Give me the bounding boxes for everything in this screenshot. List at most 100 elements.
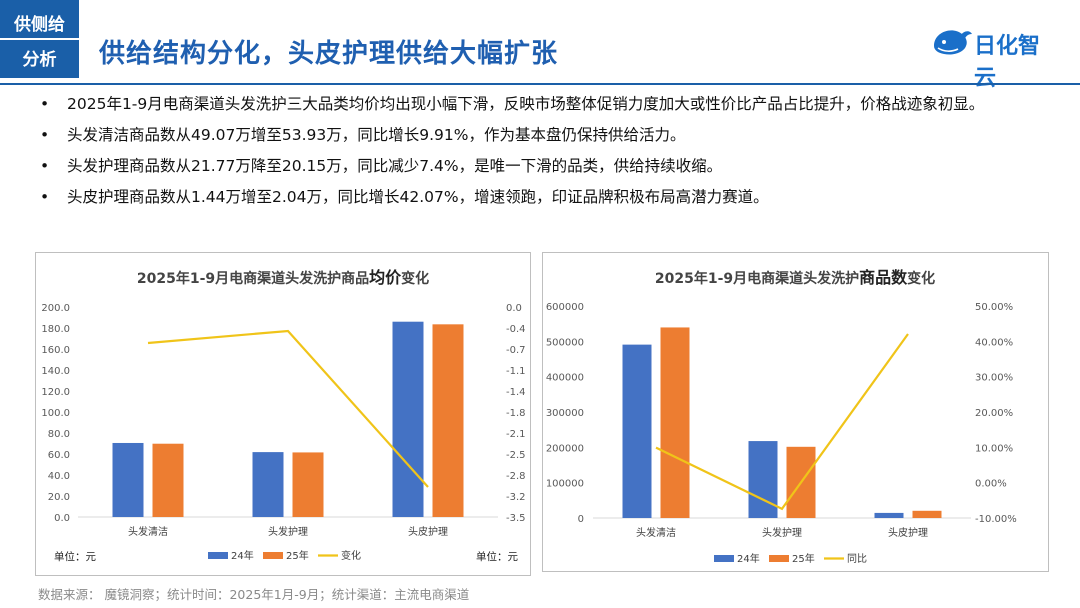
bullet-text: 头发护理商品数从21.77万降至20.15万，同比减少7.4%，是唯一下滑的品类… — [67, 157, 723, 175]
legend-label: 变化 — [341, 549, 361, 562]
right-axis-tick-label: 50.00% — [975, 302, 1013, 313]
left-axis-tick-label: 140.0 — [41, 366, 70, 377]
count-chart: 2025年1-9月电商渠道头发洗护商品数变化 0 100000 200000 30000… — [542, 252, 1049, 572]
unit-label-right: 单位：元 — [476, 550, 518, 563]
bullet-dot: • — [40, 95, 50, 113]
right-axis-tick-label: -1.1 — [506, 366, 526, 377]
category-label: 头皮护理 — [888, 526, 928, 539]
header-divider — [0, 83, 1080, 85]
chart-title: 2025年1-9月电商渠道头发洗护商品数变化 — [655, 268, 935, 287]
right-axis-tick-label: -3.5 — [506, 513, 526, 524]
left-axis-tick-label: 500000 — [546, 337, 584, 348]
chart-title: 2025年1-9月电商渠道头发洗护商品均价变化 — [137, 268, 429, 287]
category-label: 头发护理 — [762, 526, 802, 539]
chart-title-emphasis: 商品数 — [859, 268, 908, 287]
right-axis-tick-label: 20.00% — [975, 408, 1013, 419]
left-axis-tick-label: 100.0 — [41, 408, 70, 419]
section-tag-line2: 分析 — [22, 50, 57, 70]
bar-24年 — [874, 512, 904, 518]
right-axis-tick-label: 40.00% — [975, 337, 1013, 348]
line-series-变化 — [147, 329, 429, 488]
bullet-dot: • — [40, 126, 50, 144]
bullet-item: • 头发清洁商品数从49.07万增至53.93万，同比增长9.91%，作为基本盘仍… — [40, 121, 1060, 149]
legend-swatch — [263, 552, 283, 559]
right-axis-tick-label: 10.00% — [975, 443, 1013, 454]
whale-icon — [934, 30, 972, 55]
right-axis-tick-label: -1.8 — [506, 408, 526, 419]
right-axis-tick-label: -1.4 — [506, 387, 526, 398]
chart-title-part: 2025年1-9月电商渠道头发洗护 — [655, 270, 859, 287]
bar-25年 — [432, 324, 464, 517]
left-axis-tick-label: 400000 — [546, 373, 584, 384]
legend-label: 25年 — [286, 549, 309, 562]
chart-title-part: 变化 — [907, 270, 935, 287]
unit-label-left: 单位：元 — [54, 550, 96, 563]
right-axis-tick-label: -2.5 — [506, 450, 526, 461]
left-axis-tick-label: 0.0 — [54, 513, 70, 524]
category-label: 头皮护理 — [408, 525, 448, 538]
bullet-text: 头发清洁商品数从49.07万增至53.93万，同比增长9.91%，作为基本盘仍保… — [67, 126, 686, 144]
section-tag-separator — [0, 38, 79, 40]
bar-24年 — [112, 442, 144, 517]
right-axis-tick-label: -2.1 — [506, 429, 526, 440]
page-title: 供给结构分化，头皮护理供给大幅扩张 — [99, 39, 559, 69]
category-label: 头发清洁 — [636, 526, 676, 539]
left-axis-tick-label: 300000 — [546, 408, 584, 419]
right-axis-tick-label: -3.2 — [506, 492, 526, 503]
legend-label: 25年 — [792, 552, 815, 565]
bullet-item: • 2025年1-9月电商渠道头发洗护三大品类均价均出现小幅下滑，反映市场整体促销… — [40, 90, 1060, 118]
legend-label: 24年 — [231, 549, 254, 562]
count-chart-svg: 2025年1-9月电商渠道头发洗护商品数变化 0 100000 200000 30000… — [546, 268, 1017, 565]
bullet-text: 2025年1-9月电商渠道头发洗护三大品类均价均出现小幅下滑，反映市场整体促销力… — [67, 95, 985, 113]
bar-24年 — [622, 344, 652, 518]
price-chart: 2025年1-9月电商渠道头发洗护商品均价变化 0.0 20.0 40.0 60.0 80… — [35, 252, 531, 576]
bar-25年 — [660, 327, 690, 518]
legend-swatch — [714, 555, 734, 562]
bar-24年 — [748, 441, 778, 518]
left-axis-tick-label: 180.0 — [41, 324, 70, 335]
right-axis-tick-label: 0.0 — [506, 303, 522, 314]
bar-24年 — [252, 452, 284, 517]
bar-24年 — [392, 321, 424, 517]
legend-swatch — [208, 552, 228, 559]
bar-25年 — [912, 510, 942, 518]
bar-25年 — [292, 452, 324, 517]
bullet-item: • 头皮护理商品数从1.44万增至2.04万，同比增长42.07%，增速领跑，印证… — [40, 183, 1060, 211]
chart-title-part: 变化 — [401, 270, 429, 287]
bullet-item: • 头发护理商品数从21.77万降至20.15万，同比减少7.4%，是唯一下滑的品… — [40, 152, 1060, 180]
right-axis-tick-label: 30.00% — [975, 373, 1013, 384]
left-axis-tick-label: 160.0 — [41, 345, 70, 356]
bullet-list: • 2025年1-9月电商渠道头发洗护三大品类均价均出现小幅下滑，反映市场整体促销… — [40, 90, 1060, 214]
brand-logo: 日化智云 — [930, 22, 1060, 91]
left-axis-tick-label: 200.0 — [41, 303, 70, 314]
left-axis-tick-label: 120.0 — [41, 387, 70, 398]
section-tag-line1: 供侧给 — [14, 15, 65, 35]
bullet-dot: • — [40, 188, 50, 206]
bullet-dot: • — [40, 157, 50, 175]
category-label: 头发清洁 — [128, 525, 168, 538]
right-axis-tick-label: -0.7 — [506, 345, 526, 356]
left-axis-tick-label: 80.0 — [48, 429, 70, 440]
right-axis-tick-label: -2.8 — [506, 471, 526, 482]
legend-label: 24年 — [737, 552, 760, 565]
chart-title-part: 2025年1-9月电商渠道头发洗护商品 — [137, 270, 369, 287]
bar-25年 — [152, 443, 184, 517]
left-axis-tick-label: 60.0 — [48, 450, 70, 461]
right-axis-tick-label: -10.00% — [975, 514, 1017, 525]
price-chart-svg: 2025年1-9月电商渠道头发洗护商品均价变化 0.0 20.0 40.0 60.0 80… — [41, 268, 526, 563]
left-axis-tick-label: 40.0 — [48, 471, 70, 482]
legend-swatch — [769, 555, 789, 562]
category-label: 头发护理 — [268, 525, 308, 538]
chart-title-emphasis: 均价 — [369, 268, 402, 287]
line-series-同比 — [655, 333, 909, 511]
left-axis-tick-label: 20.0 — [48, 492, 70, 503]
legend-label: 同比 — [847, 553, 867, 565]
left-axis-tick-label: 100000 — [546, 479, 584, 490]
left-axis-tick-label: 600000 — [546, 302, 584, 313]
data-source-note: 数据来源： 魔镜洞察；统计时间：2025年1月-9月；统计渠道：主流电商渠道 — [38, 587, 470, 602]
left-axis-tick-label: 0 — [578, 514, 584, 525]
left-axis-tick-label: 200000 — [546, 443, 584, 454]
section-tag: 供侧给 分析 — [0, 0, 79, 78]
right-axis-tick-label: -0.4 — [506, 324, 526, 335]
right-axis-tick-label: 0.00% — [975, 479, 1007, 490]
